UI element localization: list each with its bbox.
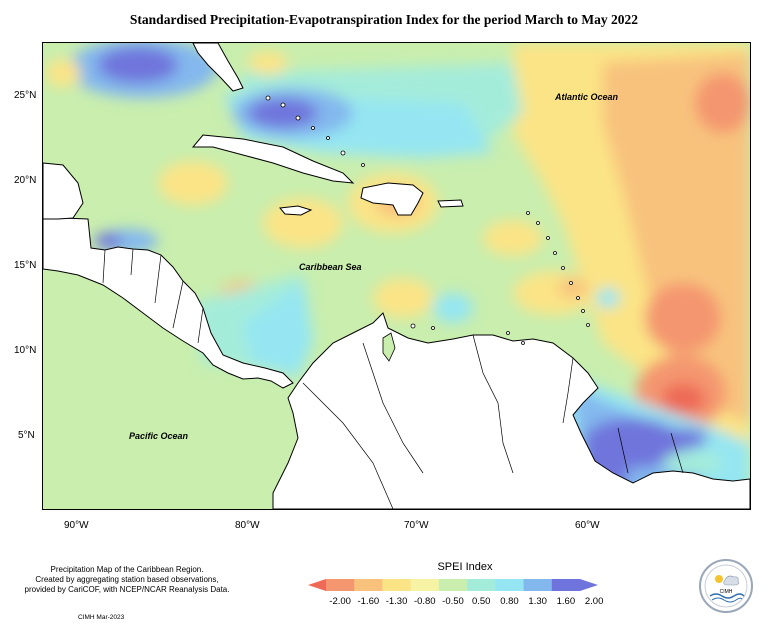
footer-line-2: Created by aggregating station based obs…: [35, 575, 219, 584]
credit-text: CIMH Mar-2023: [78, 614, 125, 621]
legend-cell: [326, 579, 355, 591]
footer-line-3: provided by CariCOF, with NCEP/NCAR Rean…: [24, 585, 230, 594]
lon-tick-90w: 90°W: [64, 520, 89, 531]
lon-tick-60w: 60°W: [575, 520, 600, 531]
land-masses: [43, 43, 750, 509]
legend-cell: [410, 579, 440, 591]
lat-tick-15n: 15°N: [14, 260, 37, 271]
lon-tick-70w: 70°W: [404, 520, 429, 531]
logo-text: CIMH: [720, 589, 733, 595]
pacific-ocean-label: Pacific Ocean: [129, 431, 189, 441]
lake-maracaibo: [382, 332, 396, 362]
map-title: Standardised Precipitation-Evapotranspir…: [129, 12, 639, 27]
lat-tick-10n: 10°N: [14, 345, 37, 356]
spei-field: [45, 43, 750, 509]
footer-description: Precipitation Map of the Caribbean Regio…: [22, 565, 232, 595]
lat-tick-20n: 20°N: [14, 175, 37, 186]
cimh-logo: CIMH: [698, 558, 754, 614]
legend-cell: [438, 579, 468, 591]
lat-tick-5n: 5°N: [18, 430, 35, 441]
legend-label: -0.50: [442, 596, 464, 607]
wave-icon: [709, 593, 745, 599]
cloud-icon: [723, 575, 739, 586]
country-borders: [102, 248, 684, 509]
legend-label: 1.30: [528, 596, 547, 607]
legend-cell-high: [580, 579, 598, 591]
legend-cell: [551, 579, 581, 591]
legend-cell: [354, 579, 383, 591]
legend-label: 0.50: [471, 596, 491, 607]
legend-cell: [382, 579, 412, 591]
spei-map: Atlantic Ocean Caribbean Sea Pacific Oce…: [42, 42, 751, 510]
legend-cell: [495, 579, 525, 591]
legend-label: -2.00: [329, 596, 351, 607]
legend-label: -1.30: [385, 596, 408, 607]
footer-line-1: Precipitation Map of the Caribbean Regio…: [50, 565, 204, 574]
legend-colorbar: [308, 579, 598, 591]
caribbean-sea-label: Caribbean Sea: [299, 262, 362, 272]
legend-cell: [523, 579, 553, 591]
legend-cell: [467, 579, 496, 591]
legend-label: 0.80: [500, 596, 519, 607]
lon-tick-80w: 80°W: [235, 520, 260, 531]
legend-label: -0.80: [413, 596, 436, 607]
legend-cell-low: [308, 579, 326, 591]
lat-tick-25n: 25°N: [14, 90, 37, 101]
sun-icon: [715, 575, 723, 583]
legend-label: -1.60: [357, 596, 380, 607]
small-islands: [265, 95, 590, 345]
legend-label: 1.60: [556, 596, 576, 607]
spei-map-canvas: [43, 43, 750, 509]
legend-title: SPEI Index: [437, 561, 493, 573]
atlantic-ocean-label: Atlantic Ocean: [555, 92, 619, 102]
legend-label: 2.00: [584, 596, 604, 607]
